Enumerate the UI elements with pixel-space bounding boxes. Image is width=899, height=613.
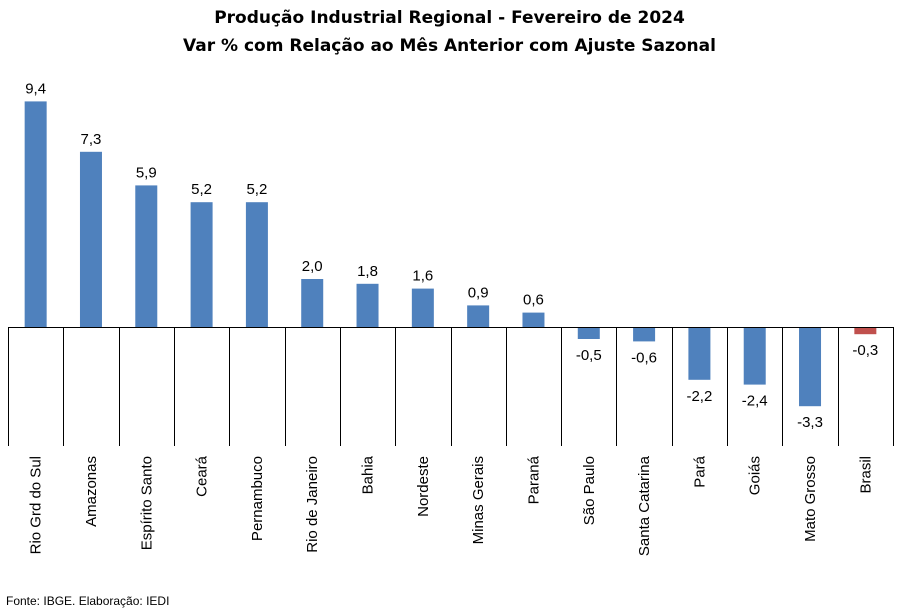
category-label: Mato Grosso [802,456,819,542]
category-label: Rio de Janeiro [304,456,321,553]
data-label: 5,2 [246,181,267,198]
data-label: -2,2 [686,388,712,405]
data-label: 5,2 [191,181,212,198]
category-label: Espírito Santo [138,456,155,550]
category-label: Amazonas [83,456,100,527]
category-label: Ceará [194,455,211,497]
bar [577,327,600,339]
source-note: Fonte: IBGE. Elaboração: IEDI [6,594,170,608]
data-label: -0,5 [576,347,602,364]
data-label: 7,3 [81,131,102,148]
data-label: 5,9 [136,164,157,181]
bar [799,327,822,407]
data-label: 1,6 [412,268,433,285]
data-label: -0,3 [852,342,878,359]
bar [79,151,102,327]
data-label: 0,9 [468,284,489,301]
category-label: Nordeste [415,456,432,517]
data-label: 0,6 [523,292,544,309]
bar [301,279,324,327]
bar [411,288,434,327]
bar [24,101,47,328]
chart-subtitle: Var % com Relação ao Mês Anterior com Aj… [183,36,716,56]
data-label: 9,4 [25,80,46,97]
data-label: 2,0 [302,258,323,275]
category-label: Bahia [360,455,377,494]
bar [467,305,490,327]
category-label: Brasil [857,456,874,494]
category-label: São Paulo [581,456,598,525]
data-label: -0,6 [631,349,657,366]
bar [135,185,158,327]
bar [522,312,545,327]
category-label: Pará [691,455,708,487]
bar [743,327,766,385]
category-label: Rio Grd do Sul [28,456,45,554]
bar [190,202,213,327]
bar [356,283,379,327]
bar [633,327,656,342]
category-label: Minas Gerais [470,456,487,544]
category-label: Paraná [525,455,542,504]
chart-title: Produção Industrial Regional - Fevereiro… [214,8,685,28]
bar [688,327,711,380]
data-label: -2,4 [742,393,768,410]
data-label: -3,3 [797,414,823,431]
data-label: 1,8 [357,263,378,280]
category-label: Pernambuco [249,456,266,541]
bar [245,202,268,327]
category-label: Santa Catarina [636,455,653,556]
bar [854,327,877,335]
category-label: Goiás [747,456,764,495]
